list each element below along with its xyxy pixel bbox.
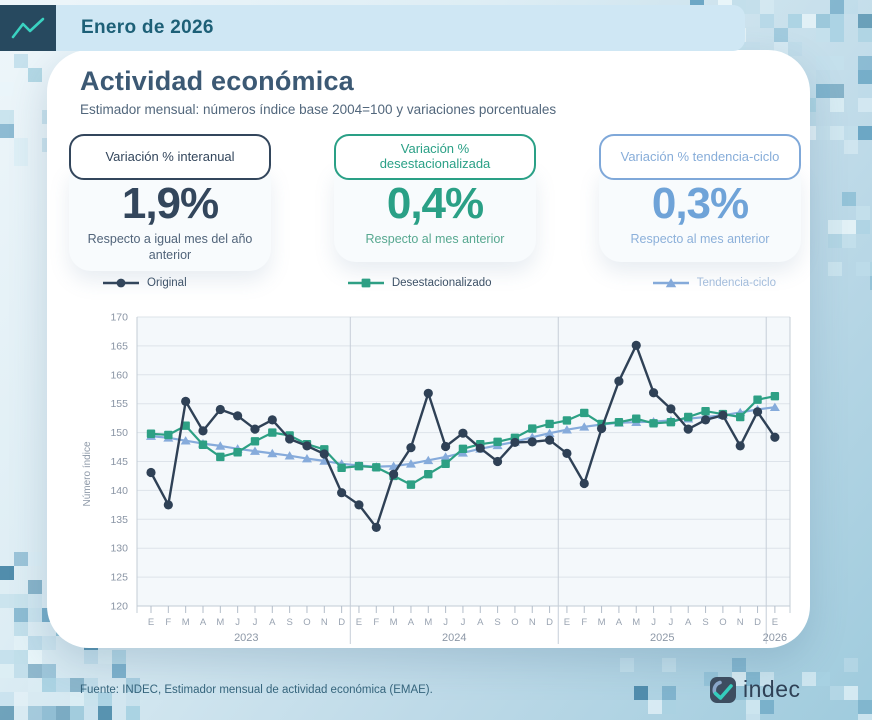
svg-text:2023: 2023	[234, 632, 258, 644]
svg-text:2026: 2026	[763, 632, 787, 644]
stat-caption-interanual: Respecto a igual mes del año anterior	[87, 232, 253, 262]
stat-caption-tendencia-ciclo: Respecto al mes anterior	[630, 232, 770, 246]
svg-text:150: 150	[110, 427, 128, 439]
svg-text:M: M	[632, 617, 640, 628]
stat-value-tendencia-ciclo: 0,3%	[651, 179, 749, 228]
svg-text:M: M	[216, 617, 224, 628]
svg-text:145: 145	[110, 456, 128, 468]
svg-text:F: F	[581, 617, 587, 628]
stat-body-tendencia-ciclo: 0,3% Respecto al mes anterior	[599, 166, 801, 262]
legend-label: Original	[147, 277, 187, 289]
svg-text:M: M	[424, 617, 432, 628]
page-subtitle: Estimador mensual: números índice base 2…	[80, 102, 557, 117]
svg-text:J: J	[253, 617, 258, 628]
stat-label-interanual: Variación % interanual	[69, 134, 271, 180]
svg-text:M: M	[598, 617, 606, 628]
svg-text:S: S	[494, 617, 500, 628]
svg-text:165: 165	[110, 340, 128, 352]
svg-text:Número índice: Número índice	[82, 441, 93, 506]
svg-text:N: N	[321, 617, 328, 628]
svg-text:D: D	[338, 617, 345, 628]
legend-item-desestacionalizado: Desestacionalizado	[347, 276, 492, 290]
svg-text:M: M	[390, 617, 398, 628]
legend-item-original: Original	[102, 276, 187, 290]
svg-text:E: E	[564, 617, 570, 628]
svg-text:J: J	[651, 617, 656, 628]
stat-card-tendencia-ciclo: Variación % tendencia-ciclo 0,3% Respect…	[599, 134, 801, 271]
legend-item-tendencia-ciclo: Tendencia-ciclo	[652, 276, 776, 290]
report-period-label: Enero de 2026	[81, 17, 214, 38]
zigzag-line-icon	[11, 17, 45, 39]
legend-square-marker-icon	[347, 278, 384, 288]
stat-card-interanual: Variación % interanual 1,9% Respecto a i…	[69, 134, 271, 271]
legend-label: Tendencia-ciclo	[696, 277, 776, 289]
svg-text:E: E	[772, 617, 778, 628]
brand-square	[0, 5, 56, 51]
stat-caption-desestacionalizada: Respecto al mes anterior	[365, 232, 505, 246]
svg-text:O: O	[511, 617, 518, 628]
svg-text:160: 160	[110, 369, 128, 381]
svg-text:A: A	[200, 617, 207, 628]
svg-text:J: J	[443, 617, 448, 628]
legend-triangle-marker-icon	[652, 278, 689, 288]
svg-text:S: S	[702, 617, 708, 628]
chart-legend: Original Desestacionalizado Tendencia-ci…	[102, 276, 776, 290]
svg-text:A: A	[408, 617, 415, 628]
stat-body-desestacionalizada: 0,4% Respecto al mes anterior	[334, 166, 536, 262]
svg-text:J: J	[235, 617, 240, 628]
stat-body-interanual: 1,9% Respecto a igual mes del año anteri…	[69, 166, 271, 271]
stat-value-desestacionalizada: 0,4%	[386, 179, 484, 228]
main-card: Actividad económica Estimador mensual: n…	[47, 50, 810, 648]
svg-text:O: O	[303, 617, 310, 628]
svg-text:M: M	[182, 617, 190, 628]
stat-card-desestacionalizada: Variación % desestacionalizada 0,4% Resp…	[334, 134, 536, 271]
svg-text:135: 135	[110, 514, 128, 526]
svg-text:2024: 2024	[442, 632, 466, 644]
stats-row: Variación % interanual 1,9% Respecto a i…	[69, 134, 801, 271]
svg-text:F: F	[165, 617, 171, 628]
legend-circle-marker-icon	[103, 278, 139, 288]
source-note: Fuente: INDEC, Estimador mensual de acti…	[80, 684, 433, 696]
svg-text:O: O	[719, 617, 726, 628]
svg-text:E: E	[148, 617, 154, 628]
svg-text:D: D	[546, 617, 553, 628]
svg-text:D: D	[754, 617, 761, 628]
svg-text:140: 140	[110, 485, 128, 497]
svg-text:155: 155	[110, 398, 128, 410]
svg-text:E: E	[356, 617, 362, 628]
svg-text:A: A	[616, 617, 623, 628]
svg-text:S: S	[286, 617, 292, 628]
app-header: Enero de 2026	[0, 5, 745, 51]
svg-text:A: A	[269, 617, 276, 628]
date-band: Enero de 2026	[56, 5, 745, 51]
emae-line-chart: 120 125 130 135 140 145 150 155 160 165 170 E F M A M J J…	[70, 302, 810, 650]
indec-logo-text: indec	[743, 676, 801, 702]
indec-logo: indec	[710, 676, 800, 703]
svg-text:120: 120	[110, 601, 128, 613]
svg-text:A: A	[685, 617, 692, 628]
indec-logo-mark-icon	[710, 676, 736, 703]
svg-text:J: J	[669, 617, 674, 628]
svg-text:2025: 2025	[650, 632, 674, 644]
svg-text:F: F	[373, 617, 379, 628]
svg-text:125: 125	[110, 572, 128, 584]
stat-value-interanual: 1,9%	[121, 179, 219, 228]
svg-text:130: 130	[110, 543, 128, 555]
page-title: Actividad económica	[80, 66, 354, 96]
legend-label: Desestacionalizado	[391, 277, 492, 289]
svg-text:J: J	[461, 617, 466, 628]
stat-label-tendencia-ciclo: Variación % tendencia-ciclo	[599, 134, 801, 180]
svg-text:N: N	[737, 617, 744, 628]
stat-label-desestacionalizada: Variación % desestacionalizada	[334, 134, 536, 180]
svg-text:N: N	[529, 617, 536, 628]
svg-text:A: A	[477, 617, 484, 628]
svg-text:170: 170	[110, 312, 128, 324]
